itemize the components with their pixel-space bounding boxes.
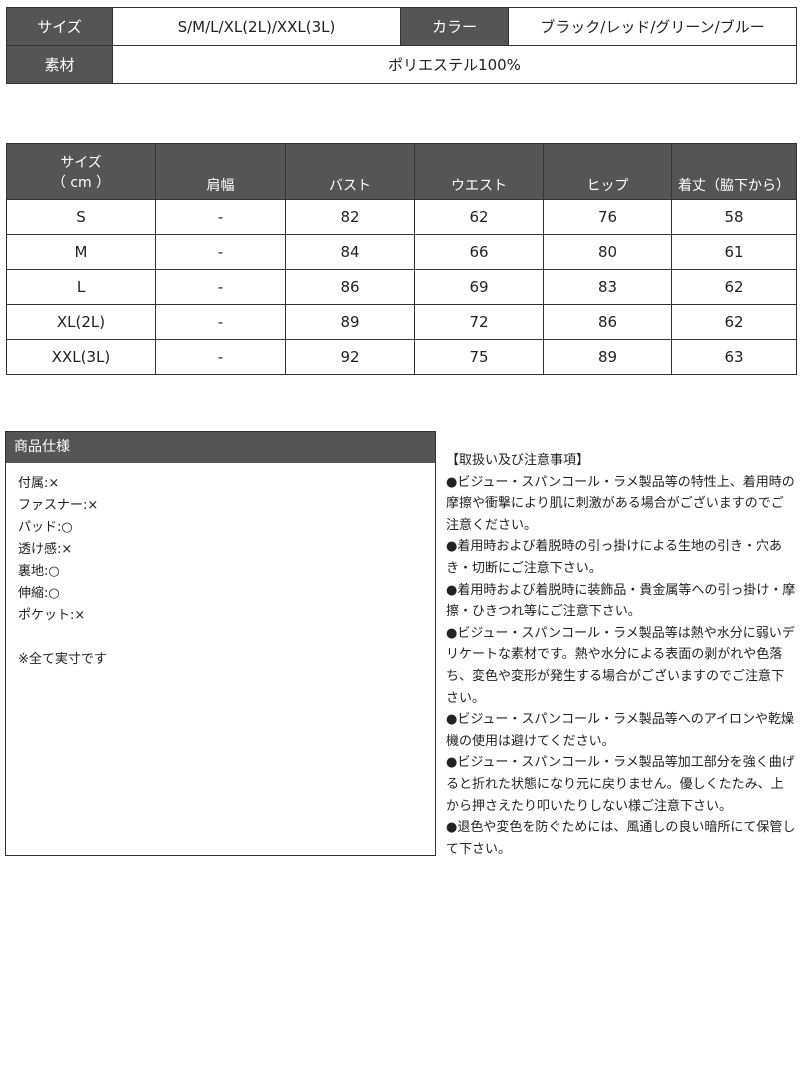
table-cell: - <box>155 269 286 305</box>
table-row: S -82 62 76 58 <box>6 199 797 235</box>
table-cell: 62 <box>671 269 797 305</box>
table-cell: 69 <box>414 269 544 305</box>
color-label: カラー <box>400 7 509 46</box>
table-row: XXL(3L) -92 75 89 63 <box>6 339 797 375</box>
table-row: M -84 66 80 61 <box>6 234 797 270</box>
care-notes: 【取扱い及び注意事項】 ●ビジュー・スパンコール・ラメ製品等の特性上、着用時の摩… <box>446 450 796 860</box>
spec-item: 付属:× <box>18 476 60 491</box>
spec-item: ファスナー:× <box>18 498 99 513</box>
table-cell: 75 <box>414 339 544 375</box>
table-cell: 80 <box>543 234 672 270</box>
table-cell: 62 <box>671 304 797 340</box>
column-header: ヒップ <box>543 143 672 200</box>
table-row: L -86 69 83 62 <box>6 269 797 305</box>
note-item: ●ビジュー・スパンコール・ラメ製品等へのアイロンや乾燥機の使用は避けてください。 <box>446 712 795 749</box>
spec-box: 商品仕様 付属:× ファスナー:× パッド:○ 透け感:× 裏地:○ 伸縮:○ ポケット:×… <box>5 431 436 856</box>
size-label: サイズ <box>6 7 113 46</box>
table-cell: 58 <box>671 199 797 235</box>
table-cell: 86 <box>285 269 415 305</box>
spec-item: パッド:○ <box>18 520 73 535</box>
spec-item: 裏地:○ <box>18 564 60 579</box>
table-cell: 72 <box>414 304 544 340</box>
table-cell: 83 <box>543 269 672 305</box>
table-cell: - <box>155 234 286 270</box>
table-cell: 92 <box>285 339 415 375</box>
table-cell: M <box>6 234 156 270</box>
table-cell: 63 <box>671 339 797 375</box>
table-cell: 89 <box>285 304 415 340</box>
note-item: ●着用時および着脱時の引っ掛けによる生地の引き・穴あき・切断にご注意下さい。 <box>446 539 782 576</box>
summary-table: サイズ S/M/L/XL(2L)/XXL(3L) カラー ブラック/レッド/グリ… <box>6 7 797 84</box>
spec-item: ポケット:× <box>18 608 86 623</box>
table-cell: - <box>155 304 286 340</box>
table-cell: 82 <box>285 199 415 235</box>
material-label: 素材 <box>6 45 113 84</box>
column-header: サイズ （ cm ） <box>6 143 156 200</box>
table-cell: 84 <box>285 234 415 270</box>
table-cell: XXL(3L) <box>6 339 156 375</box>
note-item: ●退色や変色を防ぐためには、風通しの良い暗所にて保管して下さい。 <box>446 820 796 857</box>
column-header: バスト <box>285 143 415 200</box>
table-cell: 86 <box>543 304 672 340</box>
table-cell: XL(2L) <box>6 304 156 340</box>
spec-item: 伸縮:○ <box>18 586 60 601</box>
column-header: 着丈（脇下から） <box>671 143 797 200</box>
notes-title: 【取扱い及び注意事項】 <box>446 453 590 468</box>
table-cell: 89 <box>543 339 672 375</box>
material-value: ポリエステル100% <box>112 45 797 84</box>
size-table: サイズ （ cm ）肩幅 バスト ウエスト ヒップ 着丈（脇下から） S -82 62 76 5… <box>6 143 797 375</box>
size-value: S/M/L/XL(2L)/XXL(3L) <box>112 7 401 46</box>
note-item: ●ビジュー・スパンコール・ラメ製品等は熱や水分に弱いデリケートな素材です。熱や水… <box>446 625 795 706</box>
table-cell: - <box>155 199 286 235</box>
note-item: ●ビジュー・スパンコール・ラメ製品等加工部分を強く曲げると折れた状態になり元に戻… <box>446 755 795 814</box>
note-item: ●ビジュー・スパンコール・ラメ製品等の特性上、着用時の摩擦や衝撃により肌に刺激が… <box>446 474 795 533</box>
table-cell: 66 <box>414 234 544 270</box>
column-header: ウエスト <box>414 143 544 200</box>
table-row: XL(2L) -89 72 86 62 <box>6 304 797 340</box>
table-cell: 76 <box>543 199 672 235</box>
column-header: 肩幅 <box>155 143 286 200</box>
spec-title: 商品仕様 <box>6 432 435 463</box>
spec-item: 透け感:× <box>18 542 73 557</box>
color-value: ブラック/レッド/グリーン/ブルー <box>508 7 797 46</box>
note-item: ●着用時および着脱時に装飾品・貴金属等への引っ掛け・摩擦・ひきつれ等にご注意下さ… <box>446 582 796 620</box>
table-cell: 61 <box>671 234 797 270</box>
table-cell: 62 <box>414 199 544 235</box>
spec-note: ※全て実寸です <box>18 652 107 667</box>
table-cell: S <box>6 199 156 235</box>
table-cell: L <box>6 269 156 305</box>
table-cell: - <box>155 339 286 375</box>
